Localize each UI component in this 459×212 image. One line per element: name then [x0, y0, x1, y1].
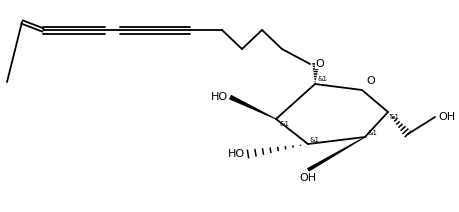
- Text: &1: &1: [318, 76, 328, 82]
- Text: O: O: [315, 59, 324, 69]
- Text: &1: &1: [310, 137, 320, 143]
- Polygon shape: [229, 95, 276, 119]
- Text: OH: OH: [299, 173, 317, 183]
- Text: HO: HO: [228, 149, 245, 159]
- Text: &1: &1: [367, 130, 377, 136]
- Text: O: O: [366, 76, 375, 86]
- Text: &1: &1: [389, 114, 399, 120]
- Text: HO: HO: [211, 92, 228, 102]
- Text: &1: &1: [279, 121, 289, 127]
- Text: OH: OH: [438, 112, 455, 122]
- Polygon shape: [307, 137, 365, 172]
